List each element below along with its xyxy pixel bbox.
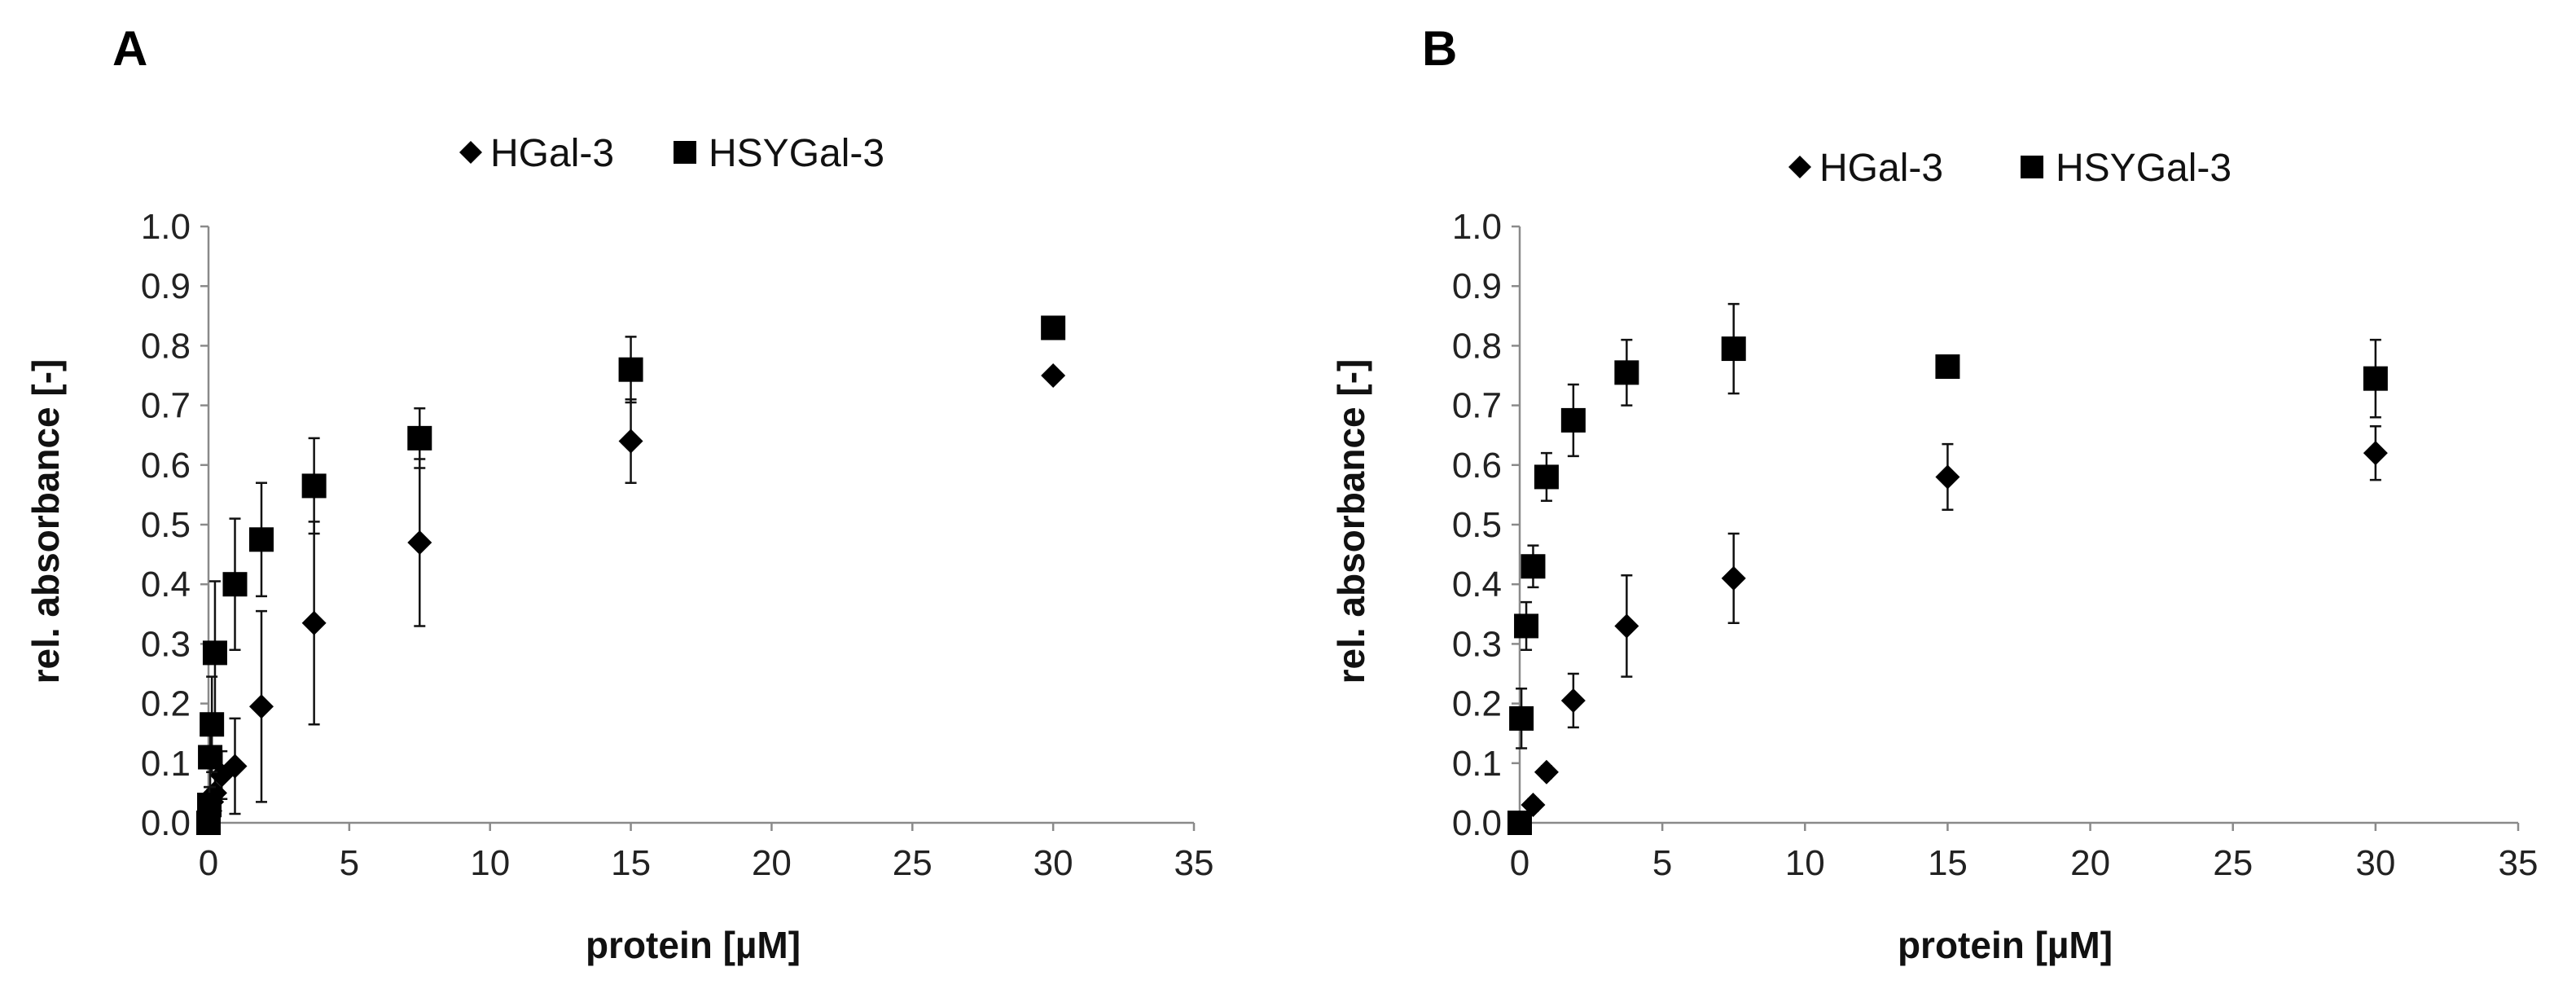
y-tick-label: 0.4 [141,565,191,604]
y-tick-label: 0.4 [1452,565,1502,604]
data-point-hsygal3 [1041,315,1066,341]
x-tick-label: 30 [2355,843,2395,883]
x-tick-label: 25 [2213,843,2253,883]
data-point-hgal3 [1935,464,1960,490]
x-tick-label: 10 [1785,843,1825,883]
y-tick-label: 0.9 [1452,266,1502,306]
x-axis-title-b: protein [µM] [1898,924,2113,966]
data-point-hsygal3 [1509,705,1534,731]
panel-a: A HGal-3 HSYGal-3 rel. absorbance [-] pr… [24,21,1213,966]
x-tick-label: 30 [1033,843,1073,883]
data-point-hsygal3 [248,527,274,552]
data-point-hsygal3 [1507,811,1532,835]
y-tick-label: 0.5 [141,505,191,545]
x-tick-label: 0 [199,843,218,883]
x-tick-label: 15 [611,843,651,883]
legend-a: HGal-3 HSYGal-3 [459,132,884,175]
x-tick-label: 35 [2499,843,2539,883]
data-point-hsygal3 [301,473,327,499]
y-tick-label: 0.9 [141,266,191,306]
legend-b: HGal-3 HSYGal-3 [1788,147,2232,190]
legend-label-hgal3: HGal-3 [490,132,614,175]
x-tick-label: 25 [893,843,933,883]
data-point-hgal3 [618,429,643,454]
y-tick-label: 0.3 [1452,624,1502,664]
y-tick-label: 0.7 [1452,386,1502,426]
data-point-hgal3 [407,530,432,555]
x-tick-label: 15 [1928,843,1968,883]
y-axis-title-b: rel. absorbance [-] [1330,359,1372,684]
data-point-hsygal3 [198,745,223,770]
x-tick-label: 20 [752,843,792,883]
data-point-hsygal3 [618,357,643,382]
x-tick-label: 5 [340,843,359,883]
y-axis-title-a: rel. absorbance [-] [24,359,67,684]
legend-diamond-marker [459,141,482,164]
data-point-hgal3 [1534,759,1559,785]
data-point-hsygal3 [407,425,432,451]
data-point-hsygal3 [222,572,248,597]
y-tick-label: 1.0 [1452,207,1502,247]
y-tick-label: 0.5 [1452,505,1502,545]
panel-letter-b: B [1422,21,1457,76]
y-tick-label: 0.1 [1452,744,1502,784]
data-point-hsygal3 [1560,407,1586,433]
x-tick-label: 5 [1652,843,1672,883]
y-tick-label: 1.0 [141,207,191,247]
data-point-hsygal3 [1721,336,1746,362]
data-point-hgal3 [301,610,327,635]
data-point-hsygal3 [1521,554,1546,579]
data-point-hgal3 [2363,441,2388,466]
data-point-hsygal3 [197,793,222,818]
x-axis-title-a: protein [µM] [586,924,801,966]
legend-label-hsygal3: HSYGal-3 [709,132,884,175]
y-tick-label: 0.6 [1452,446,1502,486]
y-tick-label: 0.2 [1452,684,1502,724]
y-tick-label: 0.0 [1452,803,1502,843]
data-point-hsygal3 [1935,354,1960,380]
legend-label-hgal3: HGal-3 [1819,147,1943,190]
x-tick-label: 0 [1510,843,1529,883]
y-tick-label: 0.0 [141,803,191,843]
legend-square-marker [2021,156,2043,178]
x-tick-label: 35 [1174,843,1214,883]
y-tick-label: 0.6 [141,446,191,486]
data-point-hsygal3 [1614,360,1639,385]
legend-diamond-marker [1788,156,1811,178]
data-point-hgal3 [1041,363,1066,388]
y-tick-label: 0.1 [141,744,191,784]
y-tick-label: 0.3 [141,624,191,664]
panel-b: B HGal-3 HSYGal-3 rel. absorbance [-] pr… [1330,21,2538,966]
panel-letter-a: A [112,21,147,76]
data-point-hsygal3 [1534,464,1559,490]
y-tick-label: 0.8 [141,326,191,366]
x-tick-label: 10 [470,843,510,883]
data-point-hgal3 [1560,688,1586,713]
data-point-hsygal3 [202,640,227,666]
y-tick-label: 0.7 [141,386,191,426]
legend-label-hsygal3: HSYGal-3 [2056,147,2232,190]
y-tick-label: 0.2 [141,684,191,724]
data-point-hgal3 [248,694,274,719]
data-point-hgal3 [1721,565,1746,591]
data-point-hsygal3 [1514,613,1539,639]
data-point-hgal3 [1614,613,1639,639]
legend-square-marker [674,141,696,164]
data-point-hsygal3 [200,712,225,737]
data-point-hgal3 [222,754,248,779]
y-tick-label: 0.8 [1452,326,1502,366]
data-point-hsygal3 [2363,366,2388,391]
x-tick-label: 20 [2070,843,2110,883]
